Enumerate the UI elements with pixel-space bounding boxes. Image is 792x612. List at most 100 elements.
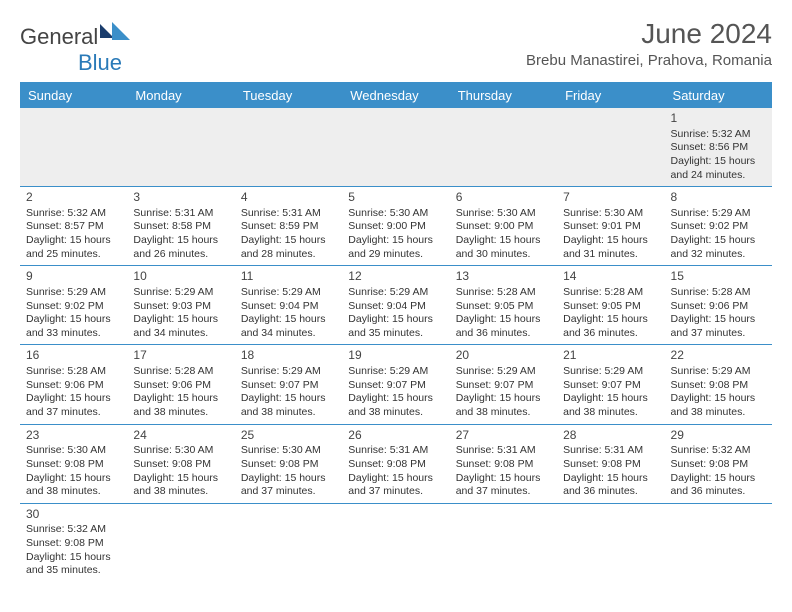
sunset-text: Sunset: 9:04 PM — [241, 300, 336, 314]
day-number: 26 — [348, 428, 443, 444]
sunset-text: Sunset: 9:08 PM — [26, 537, 121, 551]
sunrise-text: Sunrise: 5:30 AM — [348, 207, 443, 221]
day-cell: 29Sunrise: 5:32 AMSunset: 9:08 PMDayligh… — [665, 424, 772, 503]
daylight-text: Daylight: 15 hours and 38 minutes. — [133, 392, 228, 419]
sunrise-text: Sunrise: 5:32 AM — [26, 523, 121, 537]
logo-text: GeneralBlue — [20, 24, 132, 76]
daylight-text: Daylight: 15 hours and 38 minutes. — [241, 392, 336, 419]
sunrise-text: Sunrise: 5:29 AM — [241, 365, 336, 379]
sunrise-text: Sunrise: 5:28 AM — [133, 365, 228, 379]
day-header: Wednesday — [342, 82, 449, 108]
sunrise-text: Sunrise: 5:30 AM — [133, 444, 228, 458]
day-cell — [557, 108, 664, 187]
sunrise-text: Sunrise: 5:31 AM — [241, 207, 336, 221]
daylight-text: Daylight: 15 hours and 38 minutes. — [348, 392, 443, 419]
day-number: 3 — [133, 190, 228, 206]
day-number: 2 — [26, 190, 121, 206]
daylight-text: Daylight: 15 hours and 36 minutes. — [563, 313, 658, 340]
day-cell: 8Sunrise: 5:29 AMSunset: 9:02 PMDaylight… — [665, 187, 772, 266]
day-cell: 15Sunrise: 5:28 AMSunset: 9:06 PMDayligh… — [665, 266, 772, 345]
daylight-text: Daylight: 15 hours and 38 minutes. — [26, 472, 121, 499]
sunset-text: Sunset: 9:08 PM — [456, 458, 551, 472]
day-cell: 9Sunrise: 5:29 AMSunset: 9:02 PMDaylight… — [20, 266, 127, 345]
day-cell: 6Sunrise: 5:30 AMSunset: 9:00 PMDaylight… — [450, 187, 557, 266]
daylight-text: Daylight: 15 hours and 29 minutes. — [348, 234, 443, 261]
sunrise-text: Sunrise: 5:29 AM — [348, 286, 443, 300]
daylight-text: Daylight: 15 hours and 37 minutes. — [348, 472, 443, 499]
day-cell: 27Sunrise: 5:31 AMSunset: 9:08 PMDayligh… — [450, 424, 557, 503]
daylight-text: Daylight: 15 hours and 38 minutes. — [563, 392, 658, 419]
day-header: Thursday — [450, 82, 557, 108]
sunset-text: Sunset: 9:01 PM — [563, 220, 658, 234]
day-cell: 7Sunrise: 5:30 AMSunset: 9:01 PMDaylight… — [557, 187, 664, 266]
day-cell: 3Sunrise: 5:31 AMSunset: 8:58 PMDaylight… — [127, 187, 234, 266]
day-number: 29 — [671, 428, 766, 444]
sunrise-text: Sunrise: 5:30 AM — [563, 207, 658, 221]
day-number: 11 — [241, 269, 336, 285]
day-number: 19 — [348, 348, 443, 364]
daylight-text: Daylight: 15 hours and 38 minutes. — [456, 392, 551, 419]
sunrise-text: Sunrise: 5:29 AM — [26, 286, 121, 300]
day-number: 17 — [133, 348, 228, 364]
sunset-text: Sunset: 8:56 PM — [671, 141, 766, 155]
daylight-text: Daylight: 15 hours and 28 minutes. — [241, 234, 336, 261]
sunset-text: Sunset: 9:08 PM — [348, 458, 443, 472]
day-cell: 30Sunrise: 5:32 AMSunset: 9:08 PMDayligh… — [20, 503, 127, 582]
week-row: 23Sunrise: 5:30 AMSunset: 9:08 PMDayligh… — [20, 424, 772, 503]
day-cell: 14Sunrise: 5:28 AMSunset: 9:05 PMDayligh… — [557, 266, 664, 345]
day-cell — [235, 503, 342, 582]
day-number: 16 — [26, 348, 121, 364]
day-number: 24 — [133, 428, 228, 444]
sunset-text: Sunset: 9:08 PM — [133, 458, 228, 472]
daylight-text: Daylight: 15 hours and 36 minutes. — [563, 472, 658, 499]
sunrise-text: Sunrise: 5:31 AM — [348, 444, 443, 458]
day-header-row: Sunday Monday Tuesday Wednesday Thursday… — [20, 82, 772, 108]
day-cell: 20Sunrise: 5:29 AMSunset: 9:07 PMDayligh… — [450, 345, 557, 424]
day-number: 14 — [563, 269, 658, 285]
day-number: 9 — [26, 269, 121, 285]
day-cell — [235, 108, 342, 187]
daylight-text: Daylight: 15 hours and 37 minutes. — [671, 313, 766, 340]
logo-icon — [100, 24, 132, 44]
day-number: 6 — [456, 190, 551, 206]
daylight-text: Daylight: 15 hours and 25 minutes. — [26, 234, 121, 261]
sunrise-text: Sunrise: 5:29 AM — [348, 365, 443, 379]
day-cell — [450, 108, 557, 187]
day-cell: 18Sunrise: 5:29 AMSunset: 9:07 PMDayligh… — [235, 345, 342, 424]
day-cell: 11Sunrise: 5:29 AMSunset: 9:04 PMDayligh… — [235, 266, 342, 345]
day-cell: 19Sunrise: 5:29 AMSunset: 9:07 PMDayligh… — [342, 345, 449, 424]
month-title: June 2024 — [526, 18, 772, 50]
calendar-body: 1Sunrise: 5:32 AMSunset: 8:56 PMDaylight… — [20, 108, 772, 582]
sunrise-text: Sunrise: 5:31 AM — [563, 444, 658, 458]
day-cell — [127, 108, 234, 187]
sunset-text: Sunset: 9:07 PM — [348, 379, 443, 393]
day-header: Sunday — [20, 82, 127, 108]
sunrise-text: Sunrise: 5:29 AM — [563, 365, 658, 379]
daylight-text: Daylight: 15 hours and 31 minutes. — [563, 234, 658, 261]
header: GeneralBlue June 2024 Brebu Manastirei, … — [20, 18, 772, 76]
sunset-text: Sunset: 9:08 PM — [563, 458, 658, 472]
week-row: 9Sunrise: 5:29 AMSunset: 9:02 PMDaylight… — [20, 266, 772, 345]
day-number: 13 — [456, 269, 551, 285]
daylight-text: Daylight: 15 hours and 24 minutes. — [671, 155, 766, 182]
sunset-text: Sunset: 9:04 PM — [348, 300, 443, 314]
daylight-text: Daylight: 15 hours and 35 minutes. — [26, 551, 121, 578]
sunrise-text: Sunrise: 5:28 AM — [456, 286, 551, 300]
sunrise-text: Sunrise: 5:30 AM — [241, 444, 336, 458]
day-cell: 17Sunrise: 5:28 AMSunset: 9:06 PMDayligh… — [127, 345, 234, 424]
sunset-text: Sunset: 9:02 PM — [26, 300, 121, 314]
day-cell: 25Sunrise: 5:30 AMSunset: 9:08 PMDayligh… — [235, 424, 342, 503]
sunset-text: Sunset: 9:02 PM — [671, 220, 766, 234]
sunrise-text: Sunrise: 5:30 AM — [26, 444, 121, 458]
title-block: June 2024 Brebu Manastirei, Prahova, Rom… — [526, 18, 772, 73]
week-row: 30Sunrise: 5:32 AMSunset: 9:08 PMDayligh… — [20, 503, 772, 582]
day-number: 22 — [671, 348, 766, 364]
logo: GeneralBlue — [20, 24, 132, 76]
sunset-text: Sunset: 8:58 PM — [133, 220, 228, 234]
day-cell: 23Sunrise: 5:30 AMSunset: 9:08 PMDayligh… — [20, 424, 127, 503]
location: Brebu Manastirei, Prahova, Romania — [526, 52, 772, 69]
sunset-text: Sunset: 8:59 PM — [241, 220, 336, 234]
daylight-text: Daylight: 15 hours and 30 minutes. — [456, 234, 551, 261]
sunrise-text: Sunrise: 5:29 AM — [671, 207, 766, 221]
day-cell: 21Sunrise: 5:29 AMSunset: 9:07 PMDayligh… — [557, 345, 664, 424]
